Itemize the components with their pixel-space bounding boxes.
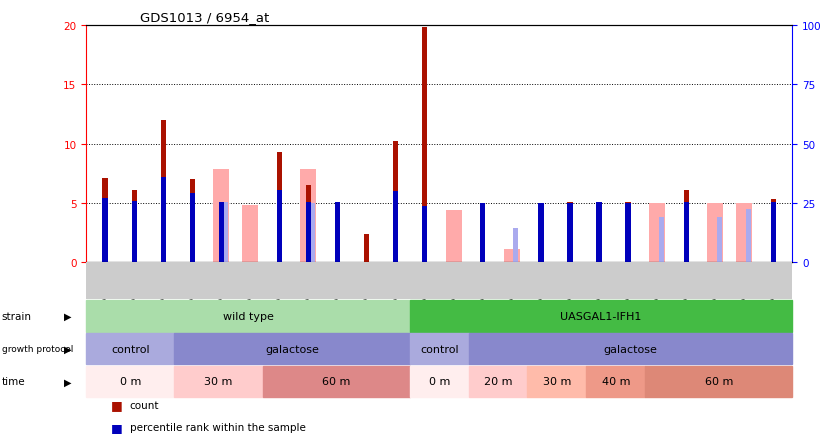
Bar: [300, 169, 316, 263]
Text: 20 m: 20 m: [484, 377, 512, 386]
Bar: [596, 202, 602, 263]
Bar: [539, 204, 544, 263]
Bar: [567, 204, 572, 263]
Text: ▶: ▶: [63, 377, 71, 386]
Bar: [277, 191, 282, 263]
Bar: [658, 217, 663, 263]
Bar: [771, 202, 776, 263]
Bar: [306, 186, 311, 263]
Text: count: count: [130, 400, 159, 410]
Bar: [103, 179, 108, 263]
Bar: [626, 204, 631, 263]
Bar: [684, 191, 689, 263]
Bar: [707, 204, 723, 263]
Bar: [446, 210, 461, 263]
Bar: [567, 202, 572, 263]
Bar: [539, 204, 544, 263]
Bar: [596, 202, 602, 263]
Text: 60 m: 60 m: [704, 377, 733, 386]
Text: GDS1013 / 6954_at: GDS1013 / 6954_at: [140, 11, 268, 24]
Bar: [393, 191, 398, 263]
Text: galactose: galactose: [265, 344, 319, 354]
Bar: [513, 228, 519, 263]
Text: ■: ■: [111, 398, 122, 411]
Text: 30 m: 30 m: [543, 377, 571, 386]
Text: 40 m: 40 m: [602, 377, 630, 386]
Text: ■: ■: [111, 421, 122, 434]
Text: wild type: wild type: [222, 312, 273, 321]
Bar: [649, 204, 665, 263]
Text: growth protocol: growth protocol: [2, 345, 73, 353]
Bar: [310, 204, 315, 263]
Text: strain: strain: [2, 312, 32, 321]
Text: control: control: [111, 344, 149, 354]
Text: percentile rank within the sample: percentile rank within the sample: [130, 423, 305, 432]
Bar: [422, 28, 427, 263]
Bar: [626, 202, 631, 263]
Text: ▶: ▶: [63, 312, 71, 321]
Bar: [504, 250, 520, 263]
Text: ▶: ▶: [63, 344, 71, 354]
Bar: [335, 202, 340, 263]
Text: control: control: [420, 344, 459, 354]
Text: galactose: galactose: [603, 344, 658, 354]
Bar: [717, 217, 722, 263]
Bar: [242, 206, 259, 263]
Text: 0 m: 0 m: [429, 377, 450, 386]
Text: 0 m: 0 m: [120, 377, 141, 386]
Text: 60 m: 60 m: [322, 377, 351, 386]
Text: UASGAL1-IFH1: UASGAL1-IFH1: [561, 312, 642, 321]
Bar: [131, 201, 137, 263]
Bar: [190, 180, 195, 263]
Bar: [103, 199, 108, 263]
Bar: [364, 234, 369, 263]
Bar: [684, 202, 689, 263]
Bar: [422, 207, 427, 263]
Text: 30 m: 30 m: [204, 377, 233, 386]
Bar: [131, 191, 137, 263]
Bar: [161, 121, 166, 263]
Bar: [161, 178, 166, 263]
Bar: [306, 202, 311, 263]
Bar: [745, 209, 751, 263]
Bar: [393, 142, 398, 263]
Bar: [736, 204, 752, 263]
Bar: [480, 204, 485, 263]
Text: time: time: [2, 377, 25, 386]
Bar: [277, 153, 282, 263]
Bar: [771, 200, 776, 263]
Bar: [222, 202, 228, 263]
Bar: [213, 169, 229, 263]
Bar: [480, 204, 485, 263]
Bar: [218, 202, 224, 263]
Bar: [190, 194, 195, 263]
